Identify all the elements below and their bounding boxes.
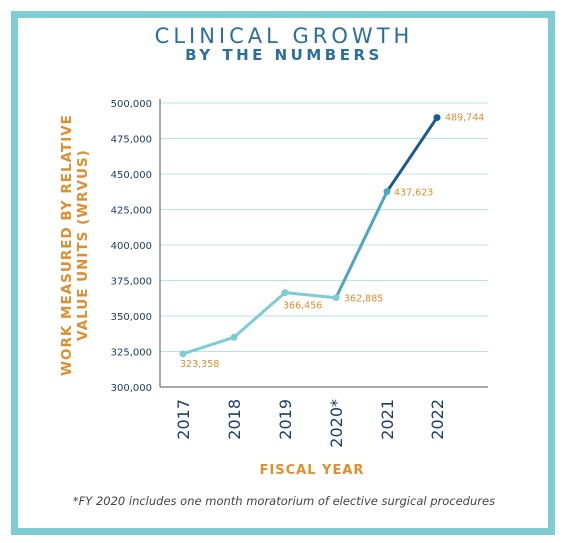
series-line (181, 116, 439, 356)
chart-title: CLINICAL GROWTH (154, 24, 414, 48)
data-label: 323,358 (180, 359, 219, 370)
series-segment (385, 116, 439, 194)
y-tick-label: 400,000 (111, 241, 152, 252)
y-axis-label-line: WORK MEASURED BY RELATIVE (59, 114, 75, 376)
data-points (179, 114, 441, 358)
x-tick-label: 2018 (225, 399, 244, 440)
axes (159, 99, 488, 388)
x-axis-label: FISCAL YEAR (260, 463, 365, 478)
footnote: *FY 2020 includes one month moratorium o… (72, 494, 496, 508)
y-tick-label: 500,000 (111, 99, 152, 110)
tick-labels: 300,000 325,000 350,000 375,000 400,000 425,0… (111, 99, 447, 448)
grid-lines (160, 102, 488, 352)
data-point (332, 294, 340, 302)
x-tick-label: 2022 (428, 399, 447, 440)
y-tick-label: 300,000 (111, 383, 152, 394)
series-segment (283, 291, 338, 300)
data-label: 362,885 (344, 294, 383, 305)
data-point (383, 188, 391, 196)
data-labels: 323,358 366,456 362,885 437,623 489,744 (180, 113, 484, 370)
series-segment (232, 291, 287, 339)
y-tick-label: 325,000 (111, 348, 152, 359)
y-axis-label-line: VALUE UNITS (WRVUS) (75, 149, 91, 341)
y-axis-label: WORK MEASURED BY RELATIVEVALUE UNITS (WR… (59, 114, 91, 376)
chart-subtitle: BY THE NUMBERS (185, 46, 383, 64)
y-tick-label: 375,000 (111, 277, 152, 288)
data-point (230, 333, 238, 341)
x-tick-label: 2019 (276, 399, 295, 440)
data-label: 366,456 (283, 301, 322, 312)
chart-frame (11, 11, 555, 535)
series-segment (181, 335, 236, 356)
data-point (433, 114, 441, 122)
y-tick-label: 425,000 (111, 206, 152, 217)
data-label: 437,623 (394, 188, 433, 199)
data-point (179, 350, 187, 358)
y-tick-label: 475,000 (111, 135, 152, 146)
data-label: 489,744 (445, 113, 484, 124)
y-tick-label: 450,000 (111, 170, 152, 181)
x-tick-label: 2020* (327, 399, 346, 448)
x-tick-label: 2017 (174, 399, 193, 440)
x-tick-label: 2021 (378, 399, 397, 440)
y-tick-label: 350,000 (111, 312, 152, 323)
data-point (281, 289, 289, 297)
series-segment (334, 190, 389, 300)
